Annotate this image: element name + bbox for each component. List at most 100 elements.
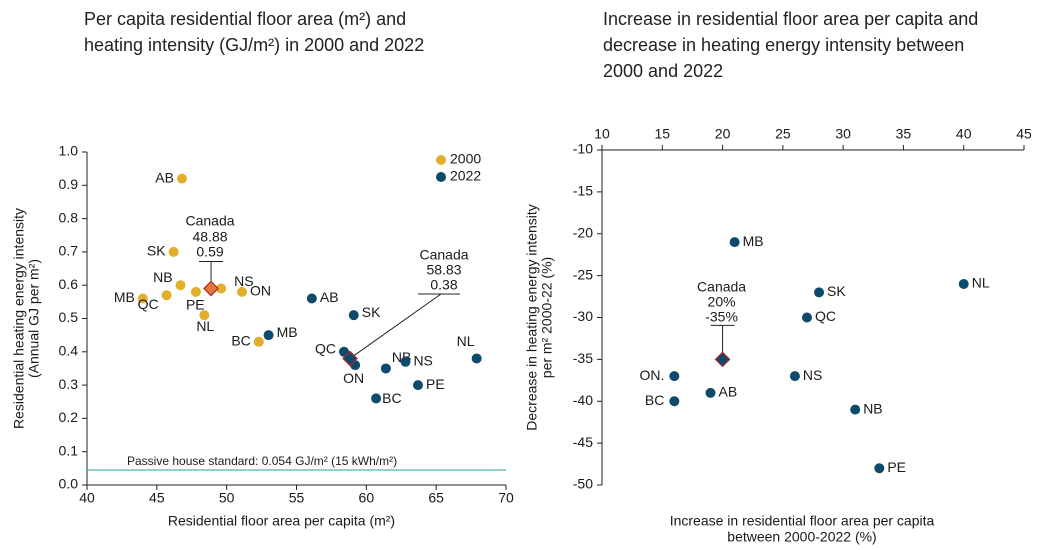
left-chart-title-line: heating intensity (GJ/m²) in 2000 and 20… xyxy=(84,35,425,55)
point-2022-BC xyxy=(371,393,382,404)
point-2000-NL xyxy=(199,310,210,321)
point-label-2000-AB: AB xyxy=(155,169,174,185)
canada-2000-label-line: 0.59 xyxy=(196,244,223,260)
point-label-2022-AB: AB xyxy=(320,289,339,305)
canada-2000-label-line: 48.88 xyxy=(193,229,228,245)
point-change-NB xyxy=(850,404,861,415)
left-y-tick-label: 0.8 xyxy=(59,209,79,225)
point-2022-SK xyxy=(348,310,359,321)
left-y-tick-label: 1.0 xyxy=(59,143,79,159)
point-2000-NS xyxy=(216,283,227,294)
point-label-2000-NB: NB xyxy=(153,269,172,285)
right-y-tick-label: -45 xyxy=(573,434,593,450)
point-label-2000-MB: MB xyxy=(114,289,135,305)
point-change-label-NB: NB xyxy=(863,400,882,416)
point-change-MB xyxy=(729,237,740,248)
left-y-tick-label: 0.1 xyxy=(59,442,79,458)
legend-2022-marker xyxy=(436,172,446,182)
point-2000-ON xyxy=(237,286,248,297)
left-y-tick-label: 0.3 xyxy=(59,376,79,392)
left-chart-title-line: Per capita residential floor area (m²) a… xyxy=(84,9,407,29)
point-2000-BC xyxy=(253,336,264,347)
canada-2022-leader xyxy=(349,293,442,359)
right-chart-title-line: 2000 and 2022 xyxy=(603,61,724,81)
point-2000-PE xyxy=(190,286,201,297)
right-y-tick-label: -25 xyxy=(573,266,593,282)
left-y-axis-title-line: (Annual GJ per m²) xyxy=(26,259,42,378)
canada-2000-label-line: Canada xyxy=(186,213,235,229)
passive-house-label: Passive house standard: 0.054 GJ/m² (15 … xyxy=(127,454,397,468)
right-x-tick-label: 15 xyxy=(654,126,670,142)
point-2022-NL xyxy=(471,353,482,364)
point-2022-MB xyxy=(263,330,274,341)
point-change-label-QC: QC xyxy=(815,308,836,324)
canada-2022-label-line: 58.83 xyxy=(426,262,461,278)
right-chart-title-line: Increase in residential floor area per c… xyxy=(603,9,979,29)
point-change-label-BC: BC xyxy=(645,392,664,408)
left-x-tick-label: 70 xyxy=(498,490,514,506)
point-change-BC xyxy=(669,396,680,407)
point-label-2022-ON: ON xyxy=(343,370,364,386)
right-x-axis-title-line: Increase in residential floor area per c… xyxy=(670,513,935,529)
point-change-NS xyxy=(789,371,800,382)
left-x-tick-label: 60 xyxy=(359,490,375,506)
left-y-axis-title-line: Residential heating energy intensity xyxy=(11,208,27,429)
right-y-tick-label: -20 xyxy=(573,224,593,240)
canada-change-label-line: 20% xyxy=(708,294,736,310)
point-2000-SK xyxy=(168,246,179,257)
point-change-ON. xyxy=(669,371,680,382)
point-change-PE xyxy=(874,463,885,474)
canada-2022-marker xyxy=(342,350,358,367)
right-y-tick-label: -40 xyxy=(573,392,593,408)
point-label-2000-PE: PE xyxy=(186,297,205,313)
point-2000-MB xyxy=(137,293,148,304)
left-y-tick-label: 0.5 xyxy=(59,309,79,325)
point-label-2022-MB: MB xyxy=(277,324,298,340)
point-2022-PE xyxy=(413,380,424,391)
point-label-2000-SK: SK xyxy=(147,243,166,259)
point-2022-NB xyxy=(380,363,391,374)
point-change-label-NL: NL xyxy=(972,275,990,291)
canada-2000-marker xyxy=(203,280,219,297)
point-2022-NS xyxy=(400,356,411,367)
left-y-tick-label: 0.7 xyxy=(59,243,79,259)
point-label-2022-SK: SK xyxy=(362,304,381,320)
point-change-QC xyxy=(801,312,812,323)
right-y-tick-label: -30 xyxy=(573,308,593,324)
right-x-tick-label: 45 xyxy=(1016,126,1032,142)
right-y-axis-title-line: per m² 2000-22 (%) xyxy=(539,257,555,378)
right-y-tick-label: -15 xyxy=(573,183,593,199)
right-x-tick-label: 40 xyxy=(956,126,972,142)
left-x-tick-label: 40 xyxy=(79,490,95,506)
point-label-2022-NL: NL xyxy=(457,333,475,349)
legend-2000-marker xyxy=(436,155,446,165)
right-x-tick-label: 30 xyxy=(835,126,851,142)
point-change-label-MB: MB xyxy=(743,233,764,249)
point-change-label-ON.: ON. xyxy=(639,367,664,383)
left-chart-title: Per capita residential floor area (m²) a… xyxy=(84,6,524,58)
point-change-AB xyxy=(705,387,716,398)
right-y-tick-label: -50 xyxy=(573,476,593,492)
left-x-tick-label: 55 xyxy=(289,490,305,506)
left-y-tick-label: 0.6 xyxy=(59,276,79,292)
left-x-tick-label: 50 xyxy=(219,490,235,506)
right-y-axis-title-line: Decrease in heating energy intensity xyxy=(524,204,540,430)
point-2000-NB xyxy=(175,280,186,291)
left-y-tick-label: 0.4 xyxy=(59,343,79,359)
legend-2022-label: 2022 xyxy=(450,168,481,184)
left-x-tick-label: 45 xyxy=(149,490,165,506)
right-y-tick-label: -10 xyxy=(573,141,593,157)
right-chart-title-line: decrease in heating energy intensity bet… xyxy=(603,35,965,55)
right-x-tick-label: 35 xyxy=(896,126,912,142)
canada-change-marker xyxy=(714,351,731,368)
canada-change-label-line: Canada xyxy=(697,279,746,295)
point-change-label-AB: AB xyxy=(719,384,738,400)
point-label-2022-NS: NS xyxy=(413,352,432,368)
point-2000-AB xyxy=(176,173,187,184)
left-x-tick-label: 65 xyxy=(428,490,444,506)
point-label-2022-QC: QC xyxy=(315,341,336,357)
point-label-2022-PE: PE xyxy=(426,376,445,392)
point-label-2000-ON: ON xyxy=(250,283,271,299)
right-x-axis-title-line: between 2000-2022 (%) xyxy=(727,529,876,545)
